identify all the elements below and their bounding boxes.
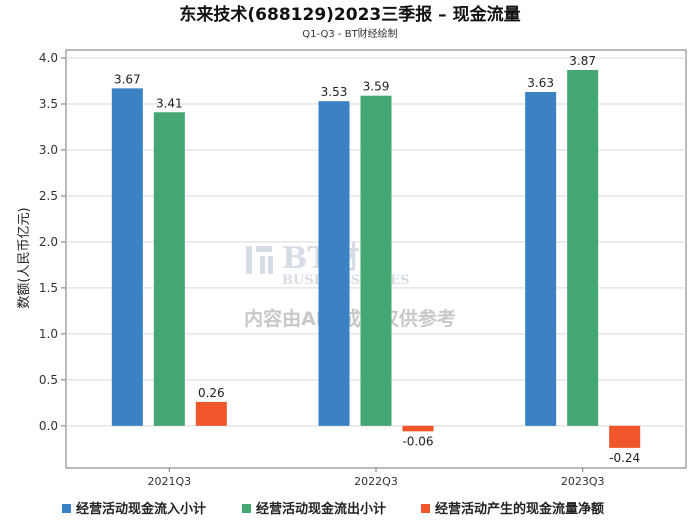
legend-item: 经营活动产生的现金流量净额: [421, 501, 604, 517]
legend-label: 经营活动现金流入小计: [76, 501, 206, 517]
bar: [153, 112, 185, 426]
y-tick-label: 3.5: [39, 97, 58, 111]
legend-swatch: [421, 504, 430, 513]
bar: [525, 92, 557, 426]
watermark-notice: 内容由AI生成，仅供参考: [244, 307, 456, 330]
legend-item: 经营活动现金流出小计: [242, 501, 386, 517]
y-tick-label: 1.5: [39, 281, 58, 295]
x-tick-label: 2022Q3: [354, 475, 398, 488]
y-tick-label: 0.0: [39, 419, 58, 433]
legend-swatch: [62, 504, 71, 513]
data-label: 0.26: [198, 386, 225, 400]
bar: [195, 401, 227, 426]
data-label: 3.53: [321, 85, 348, 99]
data-label: -0.06: [402, 434, 433, 448]
bar: [567, 69, 599, 426]
chart-title: 东来技术(688129)2023三季报 – 现金流量: [179, 4, 520, 25]
x-tick-label: 2021Q3: [148, 475, 192, 488]
y-tick-label: 1.0: [39, 327, 58, 341]
y-tick-label: 0.5: [39, 373, 58, 387]
data-label: -0.24: [609, 451, 640, 465]
legend-label: 经营活动产生的现金流量净额: [435, 501, 604, 517]
y-tick-label: 4.0: [39, 51, 58, 65]
bars: 3.67 3.41 0.26 3.53 3.59 -0.06 3.63 3.87 -0.24: [111, 54, 641, 465]
chart-subtitle: Q1-Q3 - BT财经绘制: [302, 27, 397, 40]
y-axis-ticks: 4.0 3.5 3.0 2.5 2.0 1.5 1.0 0.5 0.0: [39, 51, 66, 433]
bar: [111, 88, 143, 426]
data-label: 3.59: [363, 80, 390, 94]
y-tick-label: 3.0: [39, 143, 58, 157]
watermark-logo-icon: [246, 246, 273, 274]
legend-label: 经营活动现金流出小计: [256, 501, 386, 517]
x-axis-ticks: 2021Q3 2022Q3 2023Q3: [148, 468, 605, 488]
data-label: 3.87: [569, 54, 596, 68]
bar: [360, 95, 392, 426]
y-tick-label: 2.5: [39, 189, 58, 203]
y-axis-label: 数额(人民币亿元): [17, 207, 32, 308]
legend-item: 经营活动现金流入小计: [62, 501, 206, 517]
y-tick-label: 2.0: [39, 235, 58, 249]
legend: 经营活动现金流入小计 经营活动现金流出小计 经营活动产生的现金流量净额: [62, 501, 604, 517]
data-label: 3.67: [114, 72, 141, 86]
data-label: 3.41: [156, 96, 183, 110]
bar: [318, 101, 350, 426]
bar: [609, 425, 641, 448]
legend-swatch: [242, 504, 251, 513]
x-tick-label: 2023Q3: [561, 475, 605, 488]
data-label: 3.63: [527, 76, 554, 90]
bar: [402, 425, 434, 432]
